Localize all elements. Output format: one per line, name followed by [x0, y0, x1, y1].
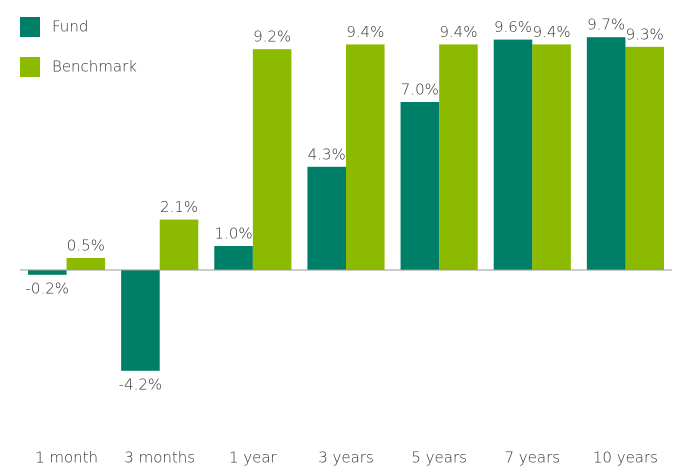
bar: [121, 270, 160, 371]
value-label: -0.2%: [26, 279, 70, 297]
x-tick-label: 10 years: [593, 449, 658, 467]
value-label: 9.4%: [533, 23, 571, 41]
legend-label: Benchmark: [52, 58, 137, 76]
value-label: 9.2%: [253, 28, 291, 46]
bar: [66, 258, 106, 270]
bar: [586, 37, 626, 271]
legend-swatch: [20, 17, 40, 37]
bar: [400, 102, 440, 270]
value-label: 9.4%: [439, 23, 477, 41]
x-tick-label: 7 years: [504, 449, 560, 467]
legend-label: Fund: [52, 18, 88, 36]
x-tick-label: 3 months: [124, 449, 195, 467]
bar: [493, 39, 533, 270]
value-label: 9.6%: [494, 18, 532, 36]
value-label: 2.1%: [160, 198, 198, 216]
x-tick-label: 1 year: [229, 449, 278, 467]
bar: [439, 44, 478, 271]
value-label: 9.4%: [346, 23, 384, 41]
bar: [625, 46, 664, 270]
legend-swatch: [20, 57, 40, 77]
value-label: 0.5%: [67, 237, 105, 255]
x-tick-label: 5 years: [411, 449, 467, 467]
value-label: 9.7%: [587, 16, 625, 34]
value-label: 9.3%: [626, 25, 664, 43]
bar: [252, 49, 292, 271]
bar: [307, 166, 346, 270]
bar: [532, 44, 571, 271]
bar: [159, 219, 199, 270]
value-label: 1.0%: [215, 225, 253, 243]
x-tick-label: 3 years: [318, 449, 374, 467]
value-label: 7.0%: [401, 81, 439, 99]
x-tick-label: 1 month: [35, 449, 98, 467]
bar: [28, 270, 67, 275]
bar: [214, 246, 253, 270]
value-label: 4.3%: [308, 145, 346, 163]
value-label: -4.2%: [119, 375, 163, 393]
bar: [346, 44, 385, 271]
